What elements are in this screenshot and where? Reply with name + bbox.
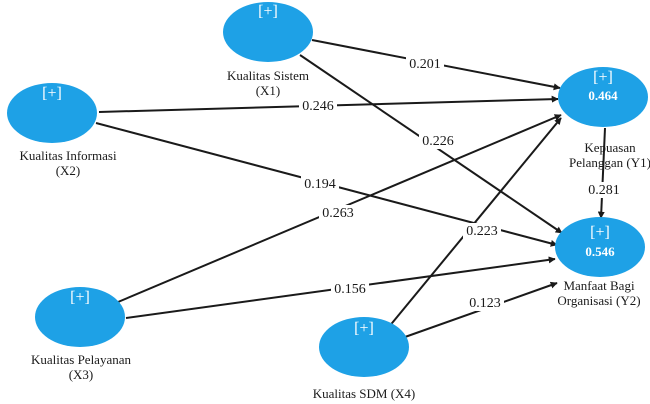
coef-bg-x3-y2 [331,281,369,297]
coef-bg-x2-y1 [299,98,337,114]
coef-bg-x4-y1 [463,223,501,239]
coef-label-y1-y2: 0.281 [588,183,620,198]
coef-label-x3-y1: 0.263 [322,206,354,221]
expand-icon-x1[interactable]: [+] [258,3,278,20]
expand-icon-y2[interactable]: [+] [590,224,610,241]
coef-bg-x2-y2 [301,176,339,192]
node-ellipse-x4 [319,317,409,377]
coef-x3-y1: 0.263 [319,205,357,221]
expand-icon-y1[interactable]: [+] [593,69,613,86]
node-label-y2-line-2: Organisasi (Y2) [557,293,640,308]
node-label-y1-line-1: Kepuasan [584,140,636,155]
coef-y1-y2: 0.281 [585,182,623,198]
node-ellipse-x1 [223,2,313,62]
node-ellipse-y1 [558,67,648,127]
node-x1: [+] Kualitas Sistem(X1) [223,2,313,98]
node-x4: [+] Kualitas SDM (X4) [313,317,416,401]
coef-x1-y1: 0.201 [406,56,444,72]
construct-nodes: [+] Kualitas Sistem(X1) [+] Kualitas Inform… [7,2,650,401]
coef-x4-y2: 0.123 [466,295,504,311]
node-label-x2-line-2: (X2) [56,163,81,178]
node-label-x1-line-1: Kualitas Sistem [227,68,309,83]
coef-x2-y2: 0.194 [301,176,339,192]
node-label-x3-line-2: (X3) [69,367,94,382]
node-x2: [+] Kualitas Informasi(X2) [7,83,117,178]
coef-x4-y1: 0.223 [463,223,501,239]
node-label-x4-line-1: Kualitas SDM (X4) [313,386,416,401]
coef-x3-y2: 0.156 [331,281,369,297]
coef-bg-x4-y2 [466,295,504,311]
node-ellipse-x3 [35,287,125,347]
coef-bg-x1-y1 [406,56,444,72]
node-label-y2-line-1: Manfaat Bagi [563,278,635,293]
coef-label-x2-y1: 0.246 [302,99,334,114]
coef-bg-x1-y2 [419,133,457,149]
node-label-x2-line-1: Kualitas Informasi [19,148,117,163]
r-squared-y2: 0.546 [585,244,615,259]
node-label-x3-line-1: Kualitas Pelayanan [31,352,131,367]
expand-icon-x2[interactable]: [+] [42,85,62,102]
expand-icon-x3[interactable]: [+] [70,289,90,306]
path-arrow-y1-y2 [597,127,606,219]
coef-bg-x3-y1 [319,205,357,221]
coef-label-x4-y2: 0.123 [469,296,501,311]
path-coefficients: 0.201 0.246 0.226 0.194 0.263 0.223 0.156 0.123… [299,56,623,311]
node-ellipse-x2 [7,83,97,143]
coef-label-x1-y2: 0.226 [422,134,454,149]
coef-label-x1-y1: 0.201 [409,57,441,72]
r-squared-y1: 0.464 [588,88,618,103]
node-label-x1-line-2: (X1) [256,83,281,98]
node-label-y1-line-2: Pelanggan (Y1) [569,155,650,170]
coef-x1-y2: 0.226 [419,133,457,149]
coef-bg-y1-y2 [585,182,623,198]
node-ellipse-y2 [555,217,645,277]
expand-icon-x4[interactable]: [+] [354,320,374,337]
coef-x2-y1: 0.246 [299,98,337,114]
coef-label-x4-y1: 0.223 [466,224,498,239]
coef-label-x3-y2: 0.156 [334,282,366,297]
coef-label-x2-y2: 0.194 [304,177,336,192]
node-x3: [+] Kualitas Pelayanan(X3) [31,287,131,382]
